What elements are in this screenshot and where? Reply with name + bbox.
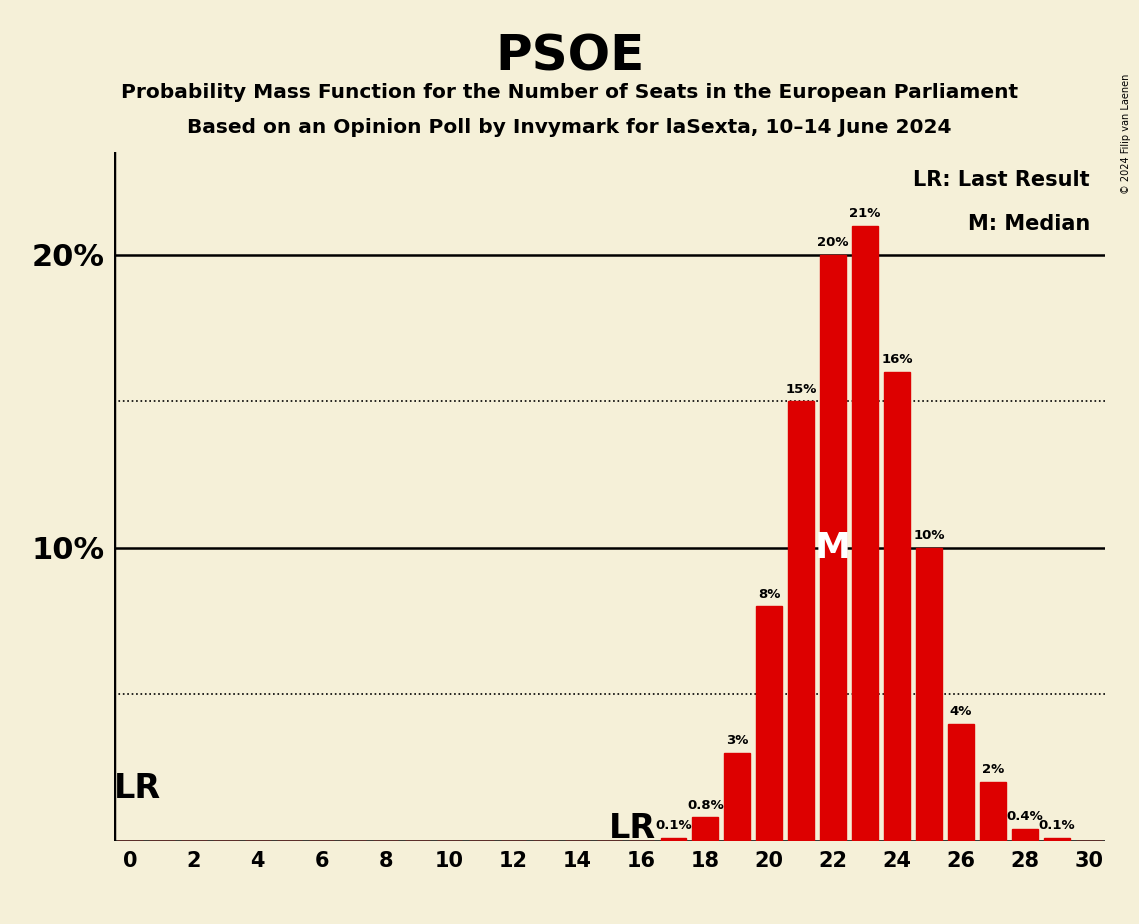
Bar xyxy=(1013,829,1038,841)
Text: 0.8%: 0.8% xyxy=(687,798,723,811)
Bar xyxy=(981,783,1006,841)
Text: 16%: 16% xyxy=(882,353,912,366)
Bar xyxy=(788,401,814,841)
Bar xyxy=(884,372,910,841)
Text: 21%: 21% xyxy=(850,207,880,220)
Text: LR: LR xyxy=(609,812,656,845)
Text: M: M xyxy=(816,531,851,565)
Text: PSOE: PSOE xyxy=(494,32,645,80)
Bar xyxy=(756,606,782,841)
Text: 0.1%: 0.1% xyxy=(1039,819,1075,832)
Bar xyxy=(1044,838,1070,841)
Text: Probability Mass Function for the Number of Seats in the European Parliament: Probability Mass Function for the Number… xyxy=(121,83,1018,103)
Text: LR: Last Result: LR: Last Result xyxy=(913,170,1090,189)
Text: 10%: 10% xyxy=(913,529,944,542)
Text: 0.1%: 0.1% xyxy=(655,819,691,832)
Text: © 2024 Filip van Laenen: © 2024 Filip van Laenen xyxy=(1121,74,1131,194)
Bar xyxy=(661,838,686,841)
Text: Based on an Opinion Poll by Invymark for laSexta, 10–14 June 2024: Based on an Opinion Poll by Invymark for… xyxy=(187,118,952,138)
Text: 20%: 20% xyxy=(818,237,849,249)
Bar xyxy=(724,753,749,841)
Text: 15%: 15% xyxy=(786,383,817,395)
Text: 0.4%: 0.4% xyxy=(1007,810,1043,823)
Bar xyxy=(948,723,974,841)
Bar xyxy=(820,255,846,841)
Text: M: Median: M: Median xyxy=(968,214,1090,235)
Bar xyxy=(916,548,942,841)
Text: LR: LR xyxy=(114,772,161,805)
Text: 4%: 4% xyxy=(950,705,973,718)
Bar xyxy=(852,225,878,841)
Bar xyxy=(693,818,718,841)
Text: 2%: 2% xyxy=(982,763,1005,776)
Text: 3%: 3% xyxy=(726,734,748,748)
Text: 8%: 8% xyxy=(759,588,780,601)
